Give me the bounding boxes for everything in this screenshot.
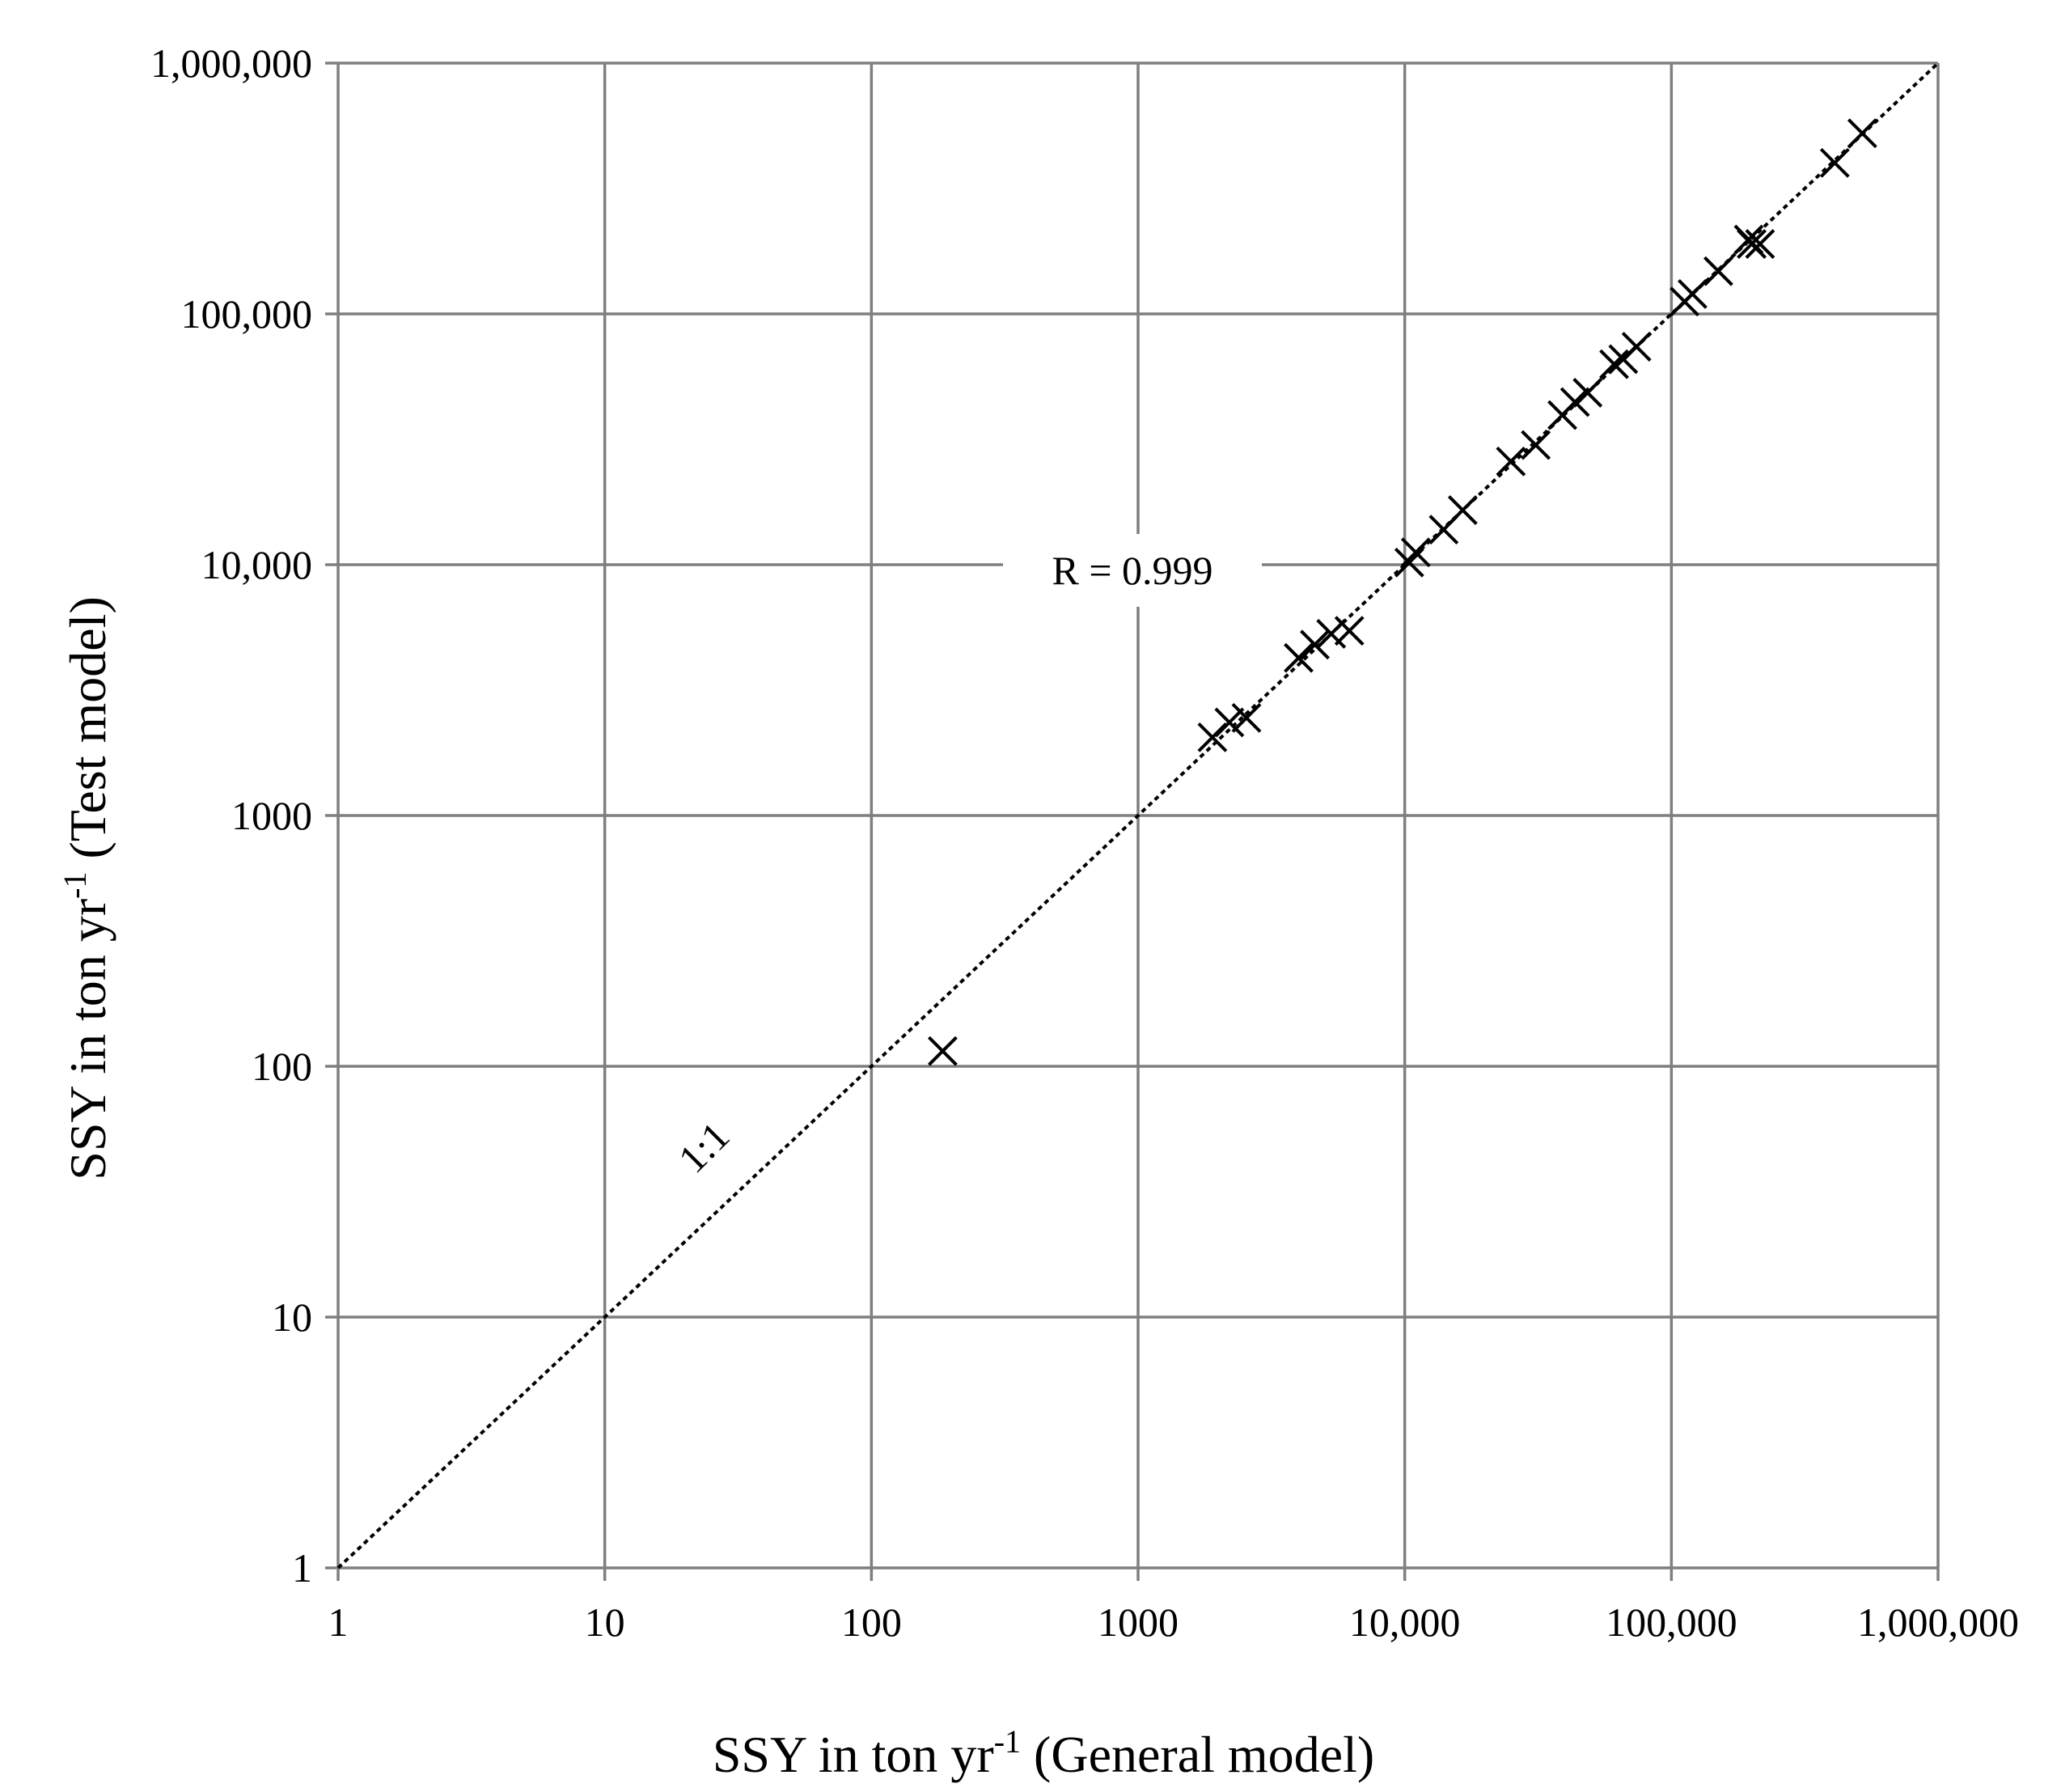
data-point-stroke bbox=[1678, 279, 1708, 309]
data-point bbox=[1678, 279, 1708, 309]
data-point bbox=[1496, 446, 1526, 477]
data-point-stroke bbox=[1496, 446, 1526, 477]
data-point bbox=[1394, 547, 1424, 578]
data-point-stroke bbox=[1284, 642, 1314, 673]
data-point-stroke bbox=[1745, 229, 1775, 260]
reference-line-layer bbox=[336, 61, 1940, 1570]
tick-labels: 1 10 100 1000 10,000 100,000 1,000,000 1 10 100 10… bbox=[150, 40, 2019, 1645]
x-tick-label: 1,000,000 bbox=[1857, 1599, 2019, 1645]
x-tick-label: 1 bbox=[328, 1599, 349, 1645]
data-point bbox=[1737, 229, 1767, 260]
data-point bbox=[1819, 147, 1850, 178]
data-point-stroke bbox=[1316, 619, 1347, 649]
y-tick-label: 1000 bbox=[231, 793, 312, 838]
x-tick-label: 10 bbox=[585, 1599, 625, 1645]
y-tick-label: 1 bbox=[292, 1545, 312, 1591]
one-to-one-line bbox=[336, 61, 1940, 1570]
data-point-stroke bbox=[1521, 430, 1551, 460]
data-point bbox=[1847, 118, 1877, 149]
data-point bbox=[1316, 619, 1347, 649]
x-tick-label: 100 bbox=[841, 1599, 902, 1645]
data-point-stroke bbox=[1214, 707, 1245, 738]
y-tick-label: 1,000,000 bbox=[150, 40, 312, 86]
data-point-stroke bbox=[1572, 378, 1603, 408]
data-point bbox=[1745, 229, 1775, 260]
data-point-stroke bbox=[1447, 495, 1478, 525]
data-point-stroke bbox=[1737, 229, 1767, 260]
data-point bbox=[1400, 537, 1431, 568]
data-point bbox=[1521, 430, 1551, 460]
data-point bbox=[1621, 332, 1652, 362]
data-point bbox=[1214, 707, 1245, 738]
data-point bbox=[1231, 702, 1262, 733]
data-point-stroke bbox=[1560, 387, 1590, 417]
axes bbox=[325, 61, 1940, 1581]
x-axis-title: SSY in ton yr-1 (General model) bbox=[713, 1723, 1374, 1783]
data-point bbox=[1560, 387, 1590, 417]
correlation-label: R = 0.999 bbox=[1052, 548, 1212, 593]
correlation-label-background bbox=[1003, 534, 1262, 607]
data-point bbox=[1284, 642, 1314, 673]
data-point-stroke bbox=[1599, 349, 1629, 379]
data-point bbox=[1334, 616, 1365, 646]
y-tick-label: 10 bbox=[272, 1294, 312, 1340]
x-tick-label: 1000 bbox=[1098, 1599, 1179, 1645]
data-point-stroke bbox=[1300, 629, 1330, 660]
data-point-stroke bbox=[1847, 118, 1877, 149]
data-point-stroke bbox=[1334, 616, 1365, 646]
y-tick-label: 100 bbox=[252, 1044, 312, 1089]
x-tick-label: 10,000 bbox=[1349, 1599, 1461, 1645]
correlation-annotation: R = 0.999 bbox=[1003, 534, 1262, 607]
data-points bbox=[927, 118, 1877, 1066]
data-point-stroke bbox=[1819, 147, 1850, 178]
data-point bbox=[1572, 378, 1603, 408]
x-tick-label: 100,000 bbox=[1606, 1599, 1737, 1645]
data-point-stroke bbox=[1400, 537, 1431, 568]
data-point-stroke bbox=[1621, 332, 1652, 362]
y-tick-label: 10,000 bbox=[201, 542, 313, 587]
data-point-stroke bbox=[1703, 256, 1733, 286]
data-point bbox=[927, 1036, 958, 1066]
data-point bbox=[1703, 256, 1733, 286]
data-point-stroke bbox=[927, 1036, 958, 1066]
data-point bbox=[1599, 349, 1629, 379]
y-axis-title: SSY in ton yr-1 (Test model) bbox=[57, 596, 116, 1180]
data-point bbox=[1300, 629, 1330, 660]
one-to-one-label-background bbox=[662, 1105, 748, 1192]
data-point bbox=[1447, 495, 1478, 525]
data-point-stroke bbox=[1231, 702, 1262, 733]
y-tick-label: 100,000 bbox=[181, 291, 313, 337]
one-to-one-annotation: 1:1 bbox=[662, 1105, 748, 1192]
